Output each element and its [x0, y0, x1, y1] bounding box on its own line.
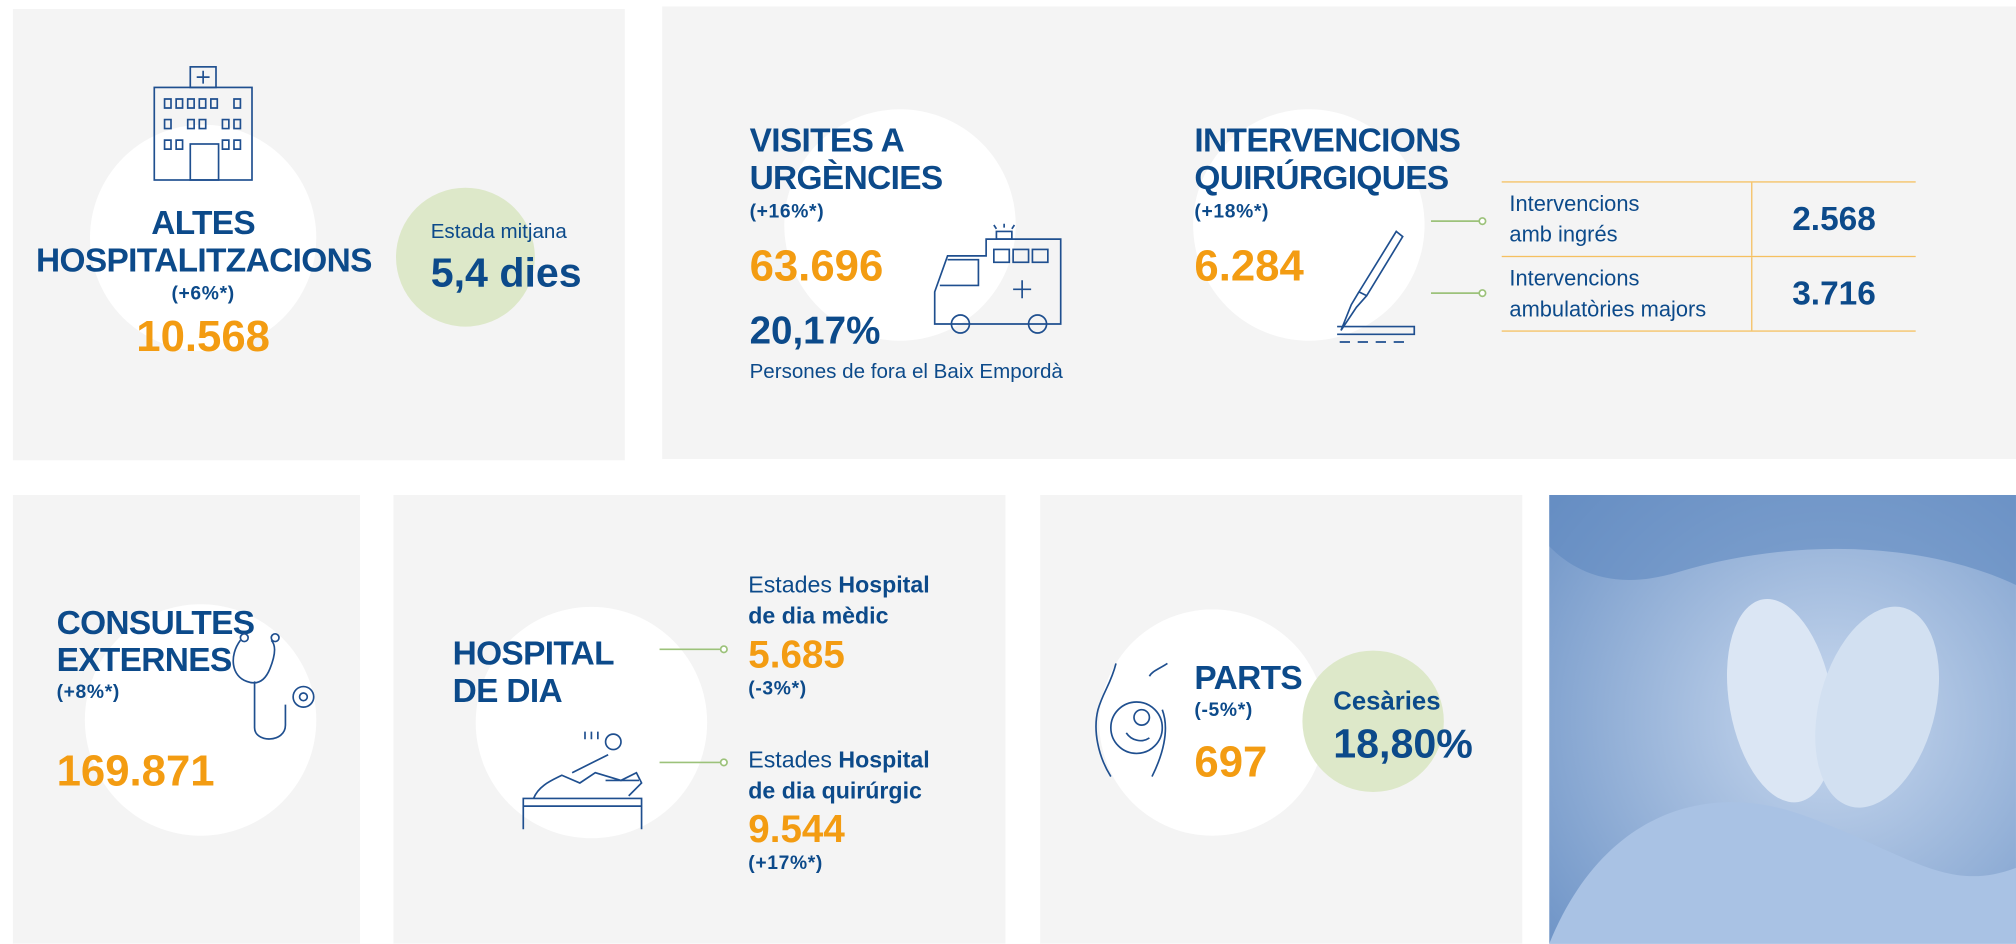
stay-label: Estades Hospital de dia mèdic: [748, 570, 929, 632]
label-prefix: Estades: [748, 572, 832, 598]
title: ALTES HOSPITALITZACIONS: [36, 204, 370, 279]
row-value: 2.568: [1752, 183, 1915, 256]
value: 169.871: [57, 747, 215, 796]
change: (+16%*): [750, 201, 825, 223]
change: (+8%*): [57, 681, 120, 703]
row-label: Intervencions ambulatòries majors: [1502, 257, 1753, 330]
stay-value: 5,4 dies: [431, 249, 582, 295]
row-label: Intervencions amb ingrés: [1502, 183, 1753, 256]
change: (+18%*): [1194, 201, 1269, 223]
share: 20,17%: [750, 310, 881, 354]
bed-icon: [521, 714, 650, 832]
title: CONSULTES EXTERNES: [57, 604, 255, 679]
value: 10.568: [36, 314, 370, 360]
label-prefix: Estades: [748, 747, 832, 773]
value: 6.284: [1194, 242, 1303, 291]
title: PARTS: [1194, 660, 1302, 697]
value: 63.696: [750, 242, 884, 291]
cesaries-value: 18,80%: [1333, 720, 1473, 766]
share-label: Persones de fora el Baix Empordà: [750, 361, 1063, 384]
title: INTERVENCIONS QUIRÚRGIQUES: [1194, 122, 1460, 197]
pregnancy-icon: [1090, 661, 1180, 779]
stay-label: Estades Hospital de dia quirúrgic: [748, 744, 929, 806]
ambulance-icon: [932, 221, 1067, 337]
stay-change: (+17%*): [748, 852, 929, 874]
stay-value: 9.544: [748, 809, 929, 853]
hospital-icon: [152, 64, 257, 182]
page: ALTES HOSPITALITZACIONS (+6%*) 10.568 Es…: [0, 0, 2016, 944]
stay-label: Estada mitjana: [431, 221, 567, 244]
change: (-5%*): [1194, 699, 1253, 721]
stay-change: (-3%*): [748, 678, 929, 700]
value: 697: [1194, 738, 1267, 787]
change: (+6%*): [36, 283, 370, 305]
scalpel-icon: [1311, 229, 1416, 345]
photo: [1549, 495, 2016, 944]
title: HOSPITAL DE DIA: [453, 635, 614, 710]
connector: [660, 643, 732, 772]
row-value: 3.716: [1752, 257, 1915, 330]
stay-value: 5.685: [748, 634, 929, 678]
stethoscope-icon: [229, 630, 319, 748]
connector: [1431, 213, 1490, 303]
cesaries-label: Cesàries: [1333, 688, 1440, 718]
title: VISITES A URGÈNCIES: [750, 122, 943, 197]
infographic: ALTES HOSPITALITZACIONS (+6%*) 10.568 Es…: [0, 0, 2016, 944]
